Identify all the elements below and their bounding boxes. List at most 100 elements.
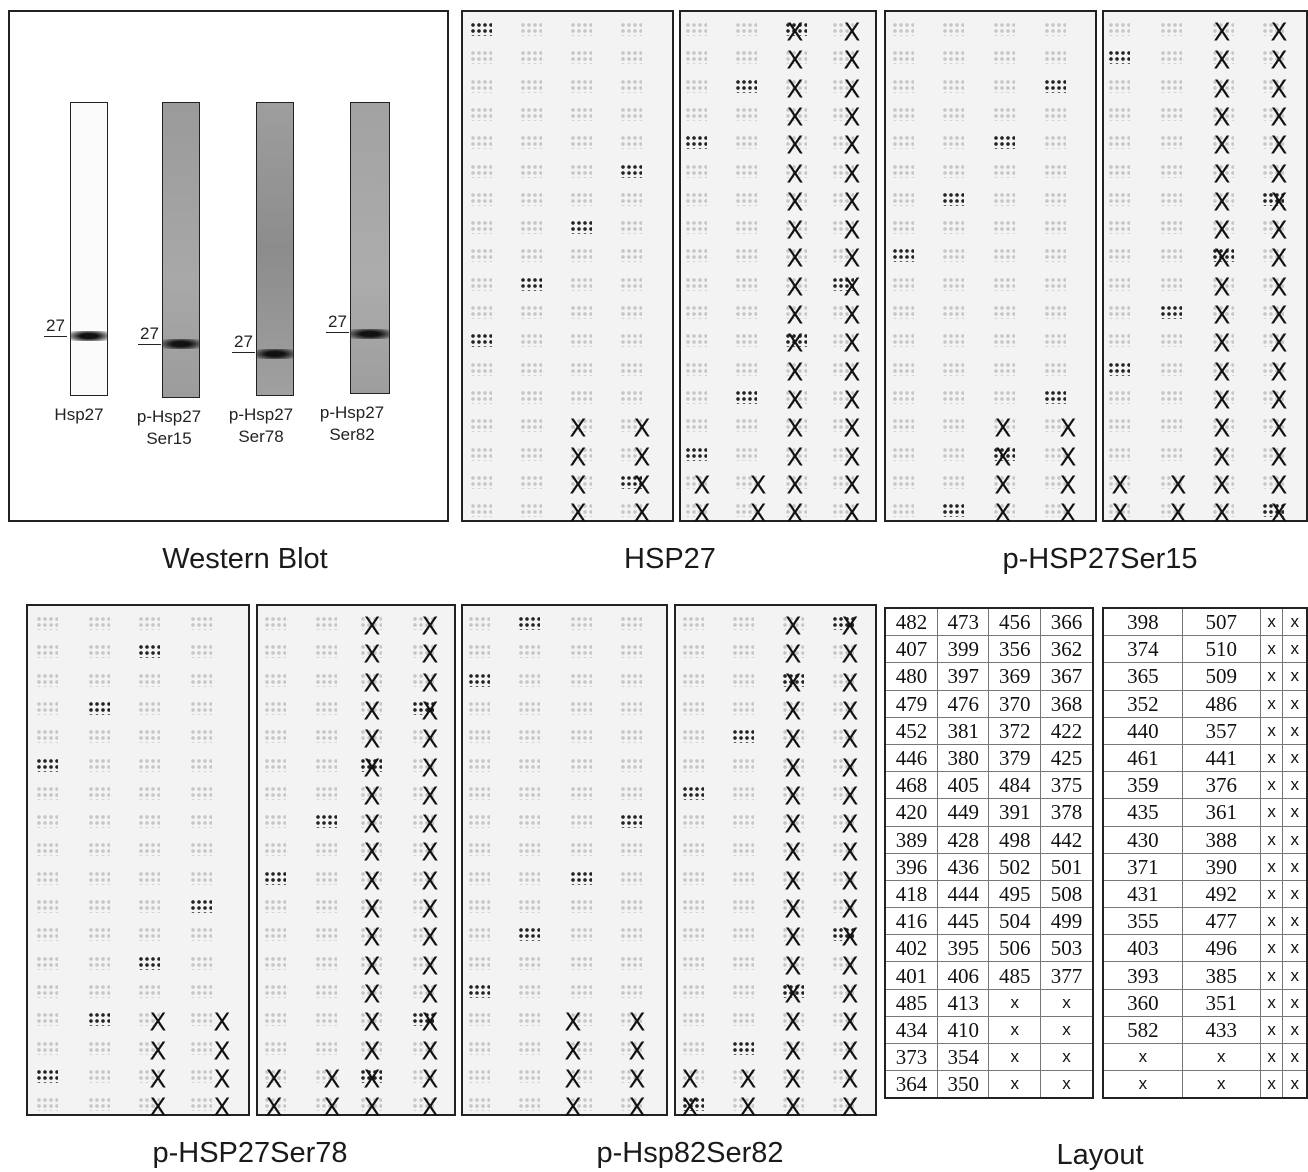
array-spot-cluster (993, 191, 1015, 206)
array-spot-cluster (1108, 163, 1130, 178)
array-spot-cluster (1160, 248, 1182, 263)
excluded-spot-mark: X (633, 498, 651, 528)
ser78-array-right (256, 604, 456, 1116)
array-spot-cluster (138, 616, 160, 630)
array-spot-cluster (190, 927, 212, 942)
array-spot-cluster (570, 1040, 592, 1055)
array-spot-cluster (520, 22, 542, 36)
excluded-spot-mark: X (363, 1007, 381, 1037)
array-spot-cluster (1044, 389, 1066, 404)
layout-cell: x (988, 1015, 1042, 1045)
array-spot-cluster (570, 389, 592, 404)
array-spot-cluster (735, 333, 757, 348)
array-spot-cluster (785, 248, 807, 263)
array-spot-cluster (1160, 22, 1182, 36)
array-spot-cluster (682, 983, 704, 998)
array-spot-cluster (190, 955, 212, 970)
array-spot-cluster (190, 870, 212, 885)
array-spot-cluster (892, 389, 914, 404)
array-spot-cluster (264, 1012, 286, 1027)
array-spot-cluster (685, 248, 707, 263)
layout-cell: x (1282, 635, 1308, 664)
array-spot-cluster (832, 78, 854, 93)
array-spot-cluster (412, 1097, 434, 1112)
excluded-spot-mark: X (149, 1036, 167, 1065)
excluded-spot-mark: X (843, 328, 861, 358)
array-spot-cluster (892, 106, 914, 121)
array-spot-cluster (892, 361, 914, 376)
array-spot-cluster (993, 135, 1015, 150)
array-spot-cluster (570, 418, 592, 433)
array-spot-cluster (468, 927, 490, 942)
array-spot-cluster (468, 1012, 490, 1027)
array-spot-cluster (315, 814, 337, 829)
excluded-spot-mark: X (749, 470, 767, 500)
array-spot-cluster (832, 899, 854, 913)
excluded-spot-mark: X (1213, 215, 1231, 245)
array-spot-cluster (1262, 446, 1284, 461)
array-spot-cluster (993, 389, 1015, 404)
array-spot-cluster (782, 927, 804, 942)
array-spot-cluster (1108, 446, 1130, 461)
array-spot-cluster (315, 1068, 337, 1083)
array-spot-cluster (1212, 50, 1234, 65)
array-spot-cluster (782, 729, 804, 744)
blot-band (351, 329, 389, 339)
layout-cell: 361 (1181, 798, 1261, 827)
layout-cell: 442 (1040, 825, 1094, 854)
layout-cell: 413 (936, 988, 990, 1017)
excluded-spot-mark: X (841, 951, 859, 981)
excluded-spot-mark: X (1213, 470, 1231, 500)
array-spot-cluster (412, 644, 434, 659)
array-spot-cluster (892, 305, 914, 319)
array-spot-cluster (993, 248, 1015, 263)
array-spot-cluster (1262, 50, 1284, 65)
array-spot-cluster (1262, 389, 1284, 404)
excluded-spot-mark: X (363, 866, 381, 896)
layout-row: 402 395 506 503 (884, 934, 1094, 963)
array-spot-cluster (1108, 418, 1130, 433)
array-spot-cluster (942, 78, 964, 93)
array-spot-cluster (570, 503, 592, 518)
layout-cell: x (1282, 934, 1308, 963)
array-spot-cluster (785, 22, 807, 36)
array-spot-cluster (518, 1040, 540, 1055)
layout-row: 434 410 x x (884, 1015, 1094, 1045)
layout-cell: 582 (1102, 1015, 1183, 1045)
array-spot-cluster (412, 870, 434, 885)
layout-row: 446 380 379 425 (884, 743, 1094, 773)
layout-row: 364 350 x x (884, 1070, 1094, 1099)
array-spot-cluster (264, 899, 286, 913)
excluded-spot-mark: X (693, 470, 711, 500)
array-spot-cluster (620, 163, 642, 178)
array-spot-cluster (782, 616, 804, 630)
excluded-spot-mark: X (1270, 498, 1288, 528)
array-spot-cluster (942, 305, 964, 319)
layout-cell: 446 (884, 743, 938, 773)
excluded-spot-mark: X (784, 611, 802, 641)
array-spot-cluster (360, 729, 382, 744)
excluded-spot-mark: X (363, 837, 381, 867)
layout-row: 482 473 456 366 (884, 607, 1094, 637)
array-spot-cluster (570, 474, 592, 489)
array-spot-cluster (832, 1068, 854, 1083)
array-spot-cluster (520, 389, 542, 404)
excluded-spot-mark: X (841, 1036, 859, 1065)
array-spot-cluster (264, 870, 286, 885)
array-spot-cluster (518, 785, 540, 800)
array-spot-cluster (190, 1097, 212, 1112)
array-spot-cluster (360, 616, 382, 630)
array-spot-cluster (190, 672, 212, 687)
layout-cell: x (1259, 988, 1284, 1017)
layout-cell: 370 (988, 689, 1042, 718)
array-spot-cluster (832, 361, 854, 376)
excluded-spot-mark: X (786, 17, 804, 47)
array-spot-cluster (682, 644, 704, 659)
array-spot-cluster (190, 1040, 212, 1055)
excluded-spot-mark: X (363, 922, 381, 952)
array-spot-cluster (785, 305, 807, 319)
blot-marker-label: 27 (232, 332, 255, 353)
array-spot-cluster (620, 474, 642, 489)
array-spot-cluster (520, 446, 542, 461)
